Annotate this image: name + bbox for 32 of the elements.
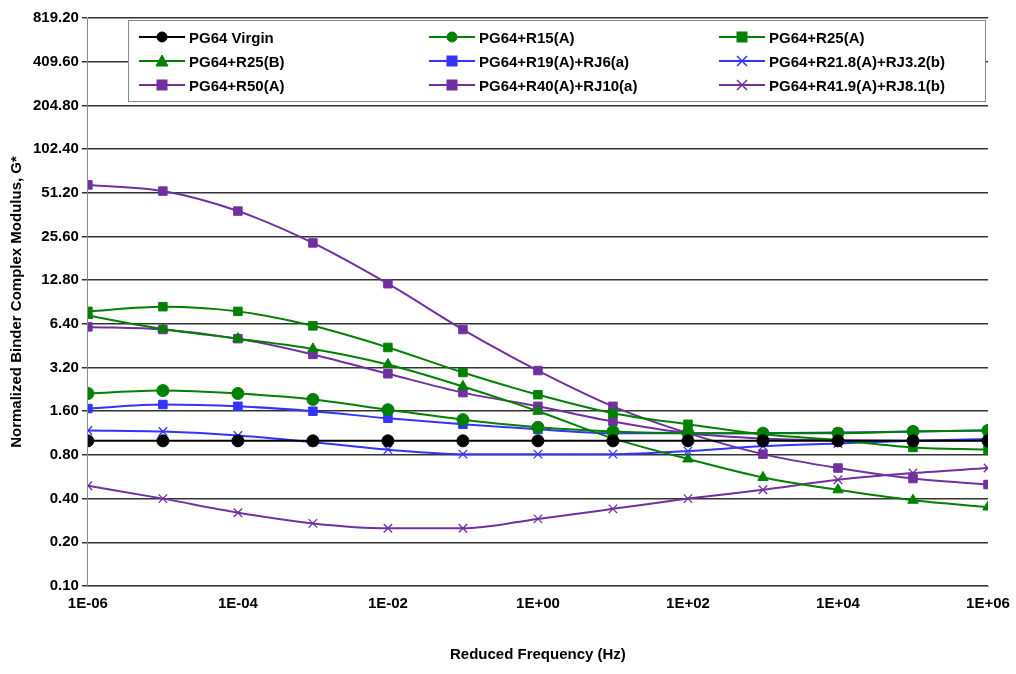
y-axis-title: Normalized Binder Complex Modulus, G* bbox=[7, 155, 25, 448]
legend-label: PG64+R50(A) bbox=[189, 76, 285, 94]
legend-label: PG64+R15(A) bbox=[479, 28, 575, 46]
legend-label: PG64+R25(A) bbox=[769, 28, 865, 46]
x-tick-label: 1E+00 bbox=[516, 594, 560, 612]
y-tick-label: 102.40 bbox=[32, 139, 79, 157]
y-tick-label: 819.20 bbox=[32, 8, 79, 26]
legend-label: PG64 Virgin bbox=[189, 28, 274, 46]
y-tick-label: 0.40 bbox=[49, 488, 79, 506]
x-tick-label: 1E+06 bbox=[966, 594, 1010, 612]
legend-label: PG64+R40(A)+RJ10(a) bbox=[479, 76, 638, 94]
y-tick-label: 12.80 bbox=[41, 270, 79, 288]
x-tick-label: 1E+02 bbox=[666, 594, 710, 612]
y-tick-label: 1.60 bbox=[49, 401, 79, 419]
y-tick-label: 6.40 bbox=[49, 313, 79, 331]
x-tick-label: 1E+04 bbox=[816, 594, 861, 612]
y-tick-label: 0.10 bbox=[49, 576, 79, 594]
y-tick-label: 51.20 bbox=[41, 182, 79, 200]
y-tick-label: 0.20 bbox=[49, 532, 79, 550]
x-tick-label: 1E-06 bbox=[67, 594, 108, 612]
legend-label: PG64+R21.8(A)+RJ3.2(b) bbox=[769, 52, 945, 70]
y-tick-label: 25.60 bbox=[41, 226, 79, 244]
legend-label: PG64+R25(B) bbox=[189, 52, 285, 70]
y-tick-label: 204.80 bbox=[32, 95, 79, 113]
y-tick-label: 409.60 bbox=[32, 51, 79, 69]
legend-label: PG64+R19(A)+RJ6(a) bbox=[479, 52, 630, 70]
y-tick-label: 3.20 bbox=[49, 357, 79, 375]
y-tick-label: 0.80 bbox=[49, 445, 79, 463]
legend-label: PG64+R41.9(A)+RJ8.1(b) bbox=[769, 76, 945, 94]
x-axis-title: Reduced Frequency (Hz) bbox=[450, 645, 626, 663]
x-tick-label: 1E-02 bbox=[367, 594, 408, 612]
x-tick-label: 1E-04 bbox=[217, 594, 259, 612]
